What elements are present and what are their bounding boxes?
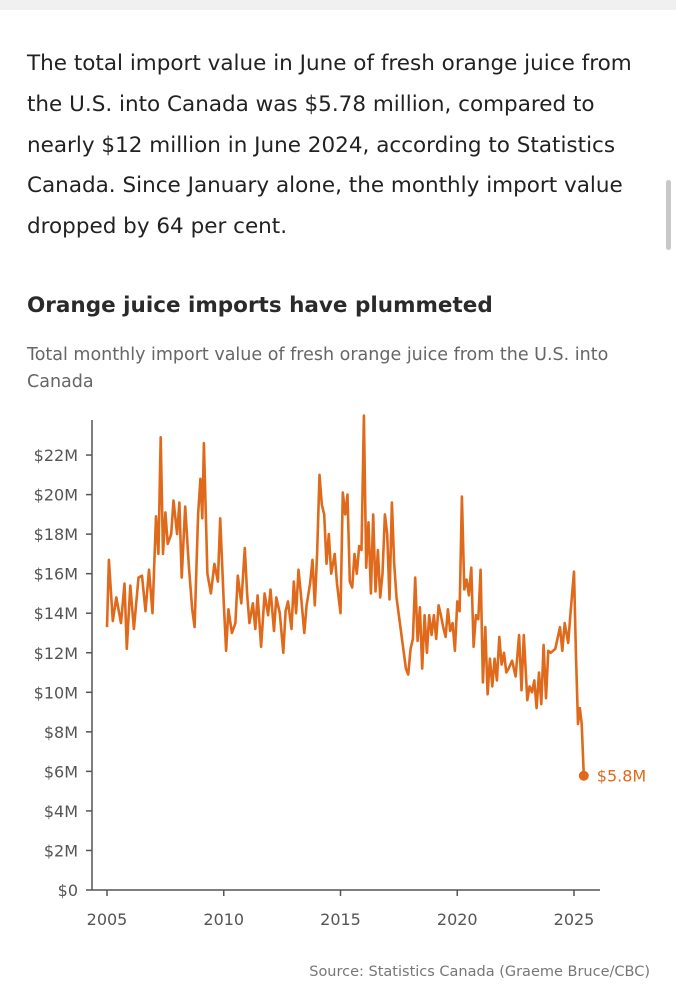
top-bar bbox=[0, 0, 676, 10]
y-tick-label: $0 bbox=[58, 881, 78, 900]
chart-title: Orange juice imports have plummeted bbox=[27, 293, 493, 318]
y-tick-label: $4M bbox=[44, 802, 78, 821]
x-tick-label: 2015 bbox=[320, 910, 361, 929]
x-tick-label: 2025 bbox=[554, 910, 595, 929]
article-paragraph: The total import value in June of fresh … bbox=[27, 51, 632, 240]
x-tick-label: 2005 bbox=[87, 910, 128, 929]
y-tick-label: $10M bbox=[34, 683, 78, 702]
end-point bbox=[578, 770, 589, 781]
line-chart: $0 $2M $4M $6M $8M $10M $12M $14M $16M $18M $20M $2… bbox=[34, 414, 646, 929]
scrollbar[interactable] bbox=[666, 180, 671, 250]
y-tick-label: $12M bbox=[34, 644, 78, 663]
y-tick-label: $18M bbox=[34, 525, 78, 544]
y-tick-label: $8M bbox=[44, 723, 78, 742]
chart-subtitle: Total monthly import value of fresh oran… bbox=[27, 345, 609, 392]
series-line bbox=[105, 414, 586, 776]
end-label: $5.8M bbox=[597, 767, 646, 786]
y-tick-label: $14M bbox=[34, 604, 78, 623]
x-tick-label: 2010 bbox=[203, 910, 244, 929]
y-tick-label: $2M bbox=[44, 841, 78, 860]
y-tick-label: $16M bbox=[34, 565, 78, 584]
chart-source: Source: Statistics Canada (Graeme Bruce/… bbox=[309, 964, 650, 980]
y-tick-label: $6M bbox=[44, 762, 78, 781]
y-tick-label: $22M bbox=[34, 446, 78, 465]
x-tick-label: 2020 bbox=[437, 910, 478, 929]
y-tick-label: $20M bbox=[34, 486, 78, 505]
